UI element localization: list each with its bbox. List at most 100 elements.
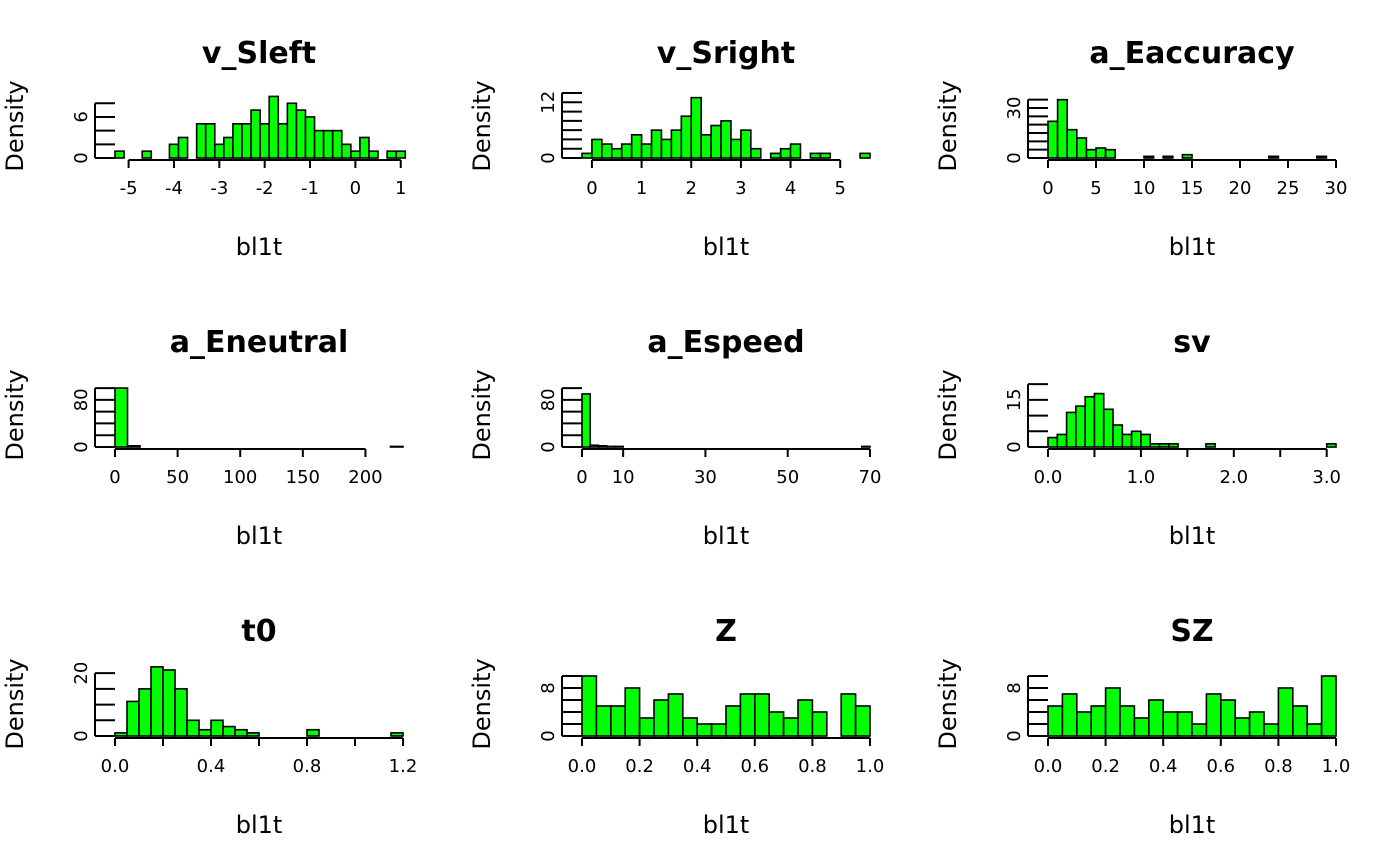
x-tick-label: 150 (286, 467, 320, 488)
histogram-bar (1148, 699, 1165, 737)
x-tick-label: 1.0 (1322, 756, 1351, 777)
x-tick-label: 1 (395, 178, 406, 199)
histogram-bar (213, 143, 225, 159)
y-tick-label: 0 (71, 441, 92, 452)
histogram-bar (710, 124, 722, 159)
histogram-bar (368, 150, 379, 159)
histogram-bar (1065, 411, 1077, 448)
x-tick-label: 0.4 (683, 756, 712, 777)
histogram-bar (1075, 405, 1086, 448)
histogram-bar (114, 732, 128, 737)
histogram-bar (195, 122, 207, 159)
y-axis-label: Density (1, 658, 29, 749)
histogram-bar (681, 717, 698, 737)
histogram-panel: t0 0.0 0.4 0.8 1.2 0 20 bl1t Density (1, 614, 417, 839)
histogram-bar (1102, 408, 1114, 448)
x-tick-label: 10 (1133, 178, 1156, 199)
histogram-bar (610, 147, 623, 159)
x-tick-label: 2 (686, 178, 697, 199)
x-tick-label: 0.6 (1206, 756, 1235, 777)
histogram-bar (1056, 433, 1068, 448)
x-tick-label: -5 (120, 178, 138, 199)
histogram-bar (667, 693, 684, 737)
histogram-bar (1066, 128, 1078, 159)
histogram-bar (769, 152, 782, 159)
histogram-bar (232, 122, 243, 159)
histogram-bar (1093, 392, 1105, 448)
y-tick-label: 20 (71, 662, 92, 685)
histogram-bar (313, 129, 325, 159)
x-axis-label: bl1t (236, 522, 283, 550)
x-tick-label: 0 (576, 467, 587, 488)
histogram-bar (1149, 443, 1161, 448)
histogram-bar (259, 122, 271, 159)
histogram-bar (1104, 687, 1121, 737)
y-axis-label: Density (1, 80, 29, 171)
x-axis-label: bl1t (1169, 811, 1216, 839)
y-tick-label: 0 (1004, 441, 1025, 452)
histogram-bar (789, 143, 802, 159)
histogram-bar (640, 143, 653, 159)
histogram-bar (581, 675, 598, 737)
y-tick-label: 6 (71, 111, 92, 122)
histogram-bar (811, 711, 828, 737)
x-tick-label: 0.2 (1091, 756, 1120, 777)
x-tick-label: 0 (1042, 178, 1053, 199)
histogram-bar (739, 693, 756, 737)
y-tick-label: 0 (538, 441, 559, 452)
histogram-bar (286, 102, 298, 159)
histogram-bar (1143, 155, 1155, 159)
histogram-bar (1090, 705, 1107, 737)
histogram-bar (1176, 711, 1193, 737)
x-axis-label: bl1t (703, 233, 750, 261)
histogram-bar (1325, 443, 1337, 448)
x-axis-label: bl1t (236, 233, 283, 261)
x-axis-label: bl1t (1169, 233, 1216, 261)
histogram-bar (234, 728, 248, 737)
x-tick-label: -4 (165, 178, 183, 199)
histogram-bar (114, 150, 125, 159)
histogram-bar (753, 693, 770, 737)
histogram-bar (162, 669, 176, 737)
panel-title: a_Espeed (647, 325, 804, 360)
histogram-bar (1220, 699, 1237, 737)
y-tick-label: 8 (1004, 682, 1025, 693)
histogram-bar (1316, 155, 1328, 159)
histogram-bar (1085, 148, 1097, 159)
histogram-bar (797, 699, 814, 737)
panel-title: v_Sright (657, 36, 795, 71)
x-tick-label: 0.8 (798, 756, 827, 777)
histogram-bar (277, 122, 289, 159)
histogram-bar (730, 138, 742, 159)
histogram-bar (150, 666, 164, 737)
histogram-bar (1263, 723, 1280, 737)
x-axis-label: bl1t (1169, 522, 1216, 550)
histogram-bar (740, 129, 752, 159)
histogram-bar (222, 725, 236, 737)
x-tick-label: 0.8 (1264, 756, 1293, 777)
histogram-bar (1205, 443, 1217, 448)
y-axis-label: Density (468, 80, 496, 171)
histogram-bar (1056, 98, 1068, 159)
histogram-bar (350, 150, 361, 159)
histogram-bar (126, 445, 141, 448)
x-tick-label: 0.4 (197, 756, 226, 777)
x-tick-label: 0.4 (1149, 756, 1178, 777)
panel-title: a_Eaccuracy (1089, 36, 1295, 71)
histogram-bar (246, 732, 260, 737)
histogram-bar (1248, 711, 1265, 737)
panel-title: t0 (241, 614, 276, 649)
histogram-bar (177, 136, 189, 159)
histogram-bar (630, 133, 643, 159)
histogram-bar (605, 445, 616, 448)
histogram-bar (1076, 711, 1093, 737)
histogram-bar (138, 688, 152, 737)
histogram-bar (250, 109, 261, 159)
histogram-bar (700, 133, 712, 159)
histogram-bar (597, 445, 608, 448)
histogram-bar (1306, 723, 1323, 737)
histogram-bar (1181, 153, 1193, 159)
panel-title: SZ (1170, 614, 1213, 649)
histogram-bar (174, 688, 188, 737)
x-tick-label: 0.0 (101, 756, 130, 777)
